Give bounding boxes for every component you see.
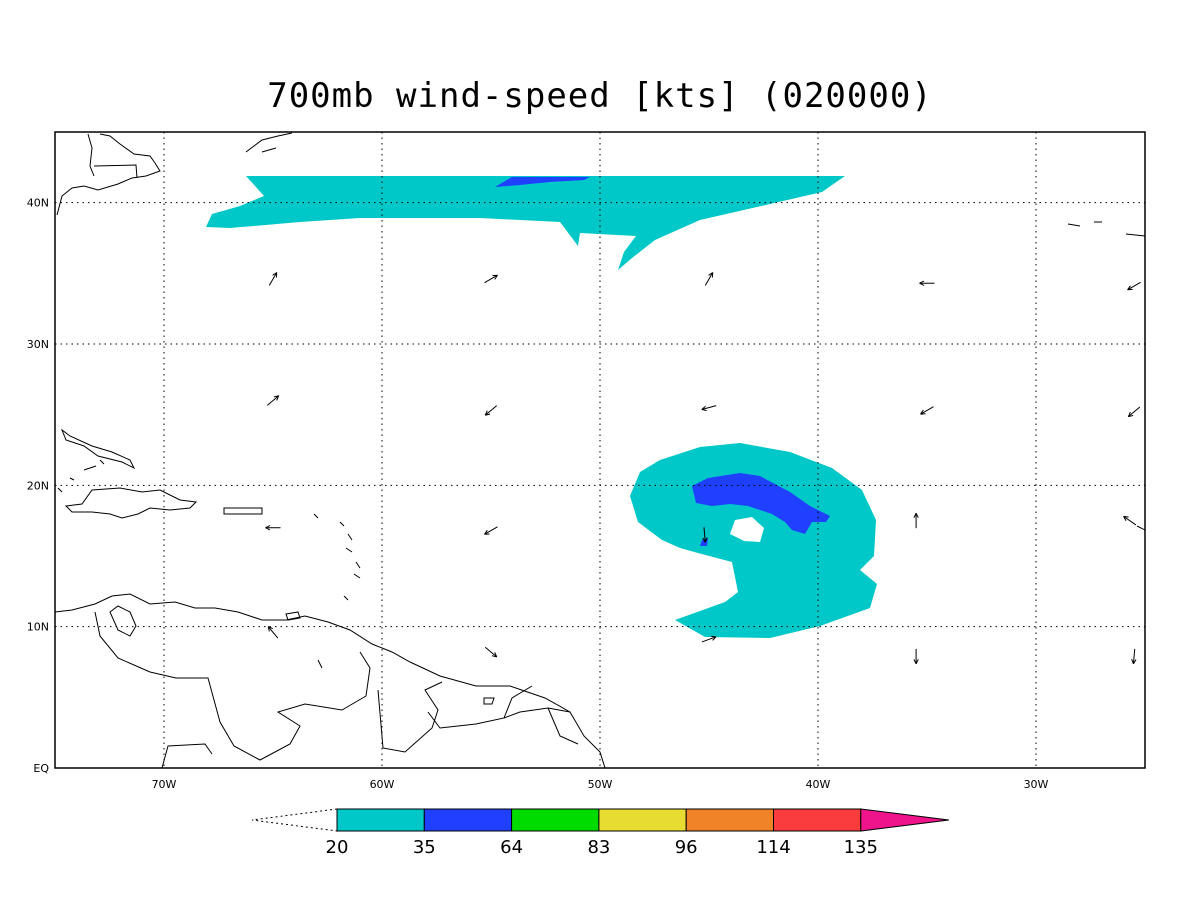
lon-tick-label: 70W: [152, 778, 177, 791]
wind-vector: [913, 648, 919, 665]
coast-northeast-us: [56, 133, 161, 216]
wind-vector: [920, 406, 934, 415]
coast-lake-maracaibo: [109, 605, 137, 637]
coast-south-america: [55, 593, 606, 768]
axis-labels: 70W 60W 50W 40W 30W EQ 10N 20N 30N 40N: [27, 197, 1049, 791]
wind-vector: [704, 272, 714, 286]
colorbar-segment: [423, 808, 513, 832]
coast-trinidad: [285, 611, 495, 705]
coast-cuba: [60, 428, 136, 470]
lat-tick-label: 30N: [27, 338, 49, 351]
lat-tick-label: 10N: [27, 621, 49, 634]
colorbar-segment: [773, 808, 862, 832]
wind-vector: [484, 274, 498, 284]
lat-tick-label: 40N: [27, 197, 49, 210]
coast-lesser-antilles: [313, 513, 361, 601]
colorbar-low-triangle: [251, 808, 338, 832]
coast-nova-scotia: [245, 132, 293, 153]
coast-bahamas: [57, 459, 105, 493]
colorbar-high-triangle: [860, 808, 949, 832]
wind-vector: [701, 405, 717, 411]
wind-vector: [1127, 406, 1141, 418]
chart-title: 700mb wind-speed [kts] (020000): [267, 76, 933, 116]
plot-frame: [54, 131, 1146, 769]
wind-vector: [702, 527, 708, 543]
lon-tick-label: 50W: [588, 778, 613, 791]
wind-vector: [1131, 648, 1137, 665]
colorbar: 20 35 64 83 96 114 135: [251, 808, 949, 858]
colorbar-level-label: 20: [326, 837, 349, 858]
colorbar-level-label: 114: [756, 837, 790, 858]
wind-speed-shading: [206, 176, 877, 638]
colorbar-level-label: 64: [500, 837, 523, 858]
lat-tick-label: 20N: [27, 479, 49, 492]
border-south-america: [94, 611, 579, 761]
wind-vector: [265, 525, 281, 531]
wind-vectors: [265, 272, 1141, 665]
wind-vector: [1123, 515, 1137, 526]
wind-band-north-20kt: [206, 176, 845, 270]
lon-tick-label: 60W: [370, 778, 395, 791]
coastlines: [55, 132, 1145, 768]
wind-vector: [268, 272, 278, 286]
colorbar-level-label: 96: [675, 837, 698, 858]
wind-vector: [701, 635, 717, 643]
wind-vector: [484, 526, 498, 535]
colorbar-segment: [336, 808, 425, 832]
colorbar-level-label: 35: [413, 837, 436, 858]
gridlines: [55, 132, 1145, 768]
colorbar-segment: [685, 808, 775, 832]
coast-us-interior: [87, 133, 138, 179]
coast-south-bottom: [161, 743, 213, 768]
wind-vector: [1127, 281, 1141, 291]
wind-vector: [484, 646, 498, 658]
wind-vector: [913, 512, 919, 529]
coast-puerto-rico: [223, 507, 263, 515]
colorbar-level-label: 83: [587, 837, 610, 858]
coast-azores: [1067, 221, 1145, 531]
wind-gyre-35kt: [692, 473, 830, 534]
colorbar-segment: [511, 808, 600, 832]
colorbar-level-label: 135: [844, 837, 878, 858]
wind-vector: [919, 280, 935, 286]
lon-tick-label: 30W: [1024, 778, 1049, 791]
wind-vector: [484, 405, 498, 416]
colorbar-segment: [598, 808, 687, 832]
wind-vector: [267, 626, 279, 639]
wind-gyre-20kt: [630, 443, 877, 638]
lon-tick-label: 40W: [806, 778, 831, 791]
wind-vector: [266, 395, 280, 406]
wind-band-north-35kt: [495, 177, 590, 187]
coast-hispaniola: [64, 487, 198, 519]
lat-tick-label: EQ: [33, 762, 49, 775]
